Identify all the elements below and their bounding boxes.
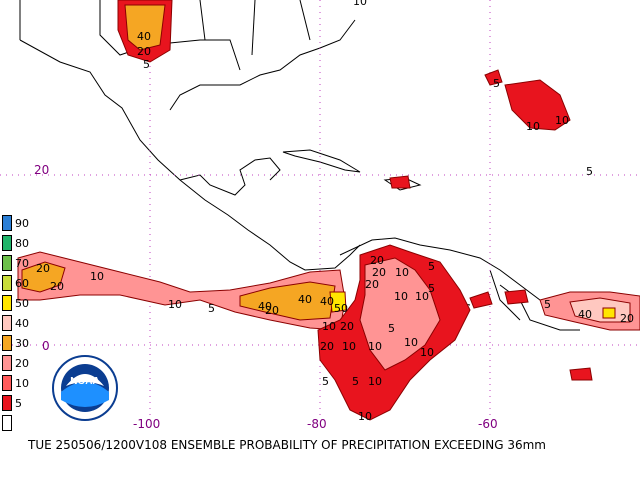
legend-value: 50: [15, 297, 29, 310]
contour-label: 20: [36, 262, 50, 275]
lat-label: 0: [42, 339, 50, 353]
legend-swatch: [2, 315, 12, 331]
band-atlantic-yellow: [602, 307, 616, 319]
contour-label: 20: [340, 320, 354, 333]
band-colombia-inner: [359, 257, 441, 371]
contour-label: 10: [526, 120, 540, 133]
legend-swatch: [2, 215, 12, 231]
legend-swatch: [2, 275, 12, 291]
band-central-core: [239, 281, 336, 321]
contour-label: 10: [342, 340, 356, 353]
contour-label: 10: [90, 270, 104, 283]
noaa-logo: NOAA: [52, 355, 118, 421]
contour-label: 10: [358, 410, 372, 423]
legend-value: 70: [15, 257, 29, 270]
contour-label: 5: [544, 298, 551, 311]
contour-label: 10: [415, 290, 429, 303]
band-north-texas-inner: [124, 4, 166, 51]
legend-value: 5: [15, 397, 22, 410]
contour-label: 5: [208, 302, 215, 315]
contour-label: 20: [265, 304, 279, 317]
contour-label: 5: [428, 260, 435, 273]
legend-swatch: [2, 415, 12, 431]
contour-label: 10: [368, 375, 382, 388]
contour-label: 40: [258, 300, 272, 313]
legend-value: 10: [15, 377, 29, 390]
axis-labels: -100 -80 -60 20 0: [34, 163, 498, 431]
legend-swatch: [2, 375, 12, 391]
contour-label: 5: [388, 322, 395, 335]
band-atlantic-north: [504, 79, 571, 131]
contour-label: 10: [395, 266, 409, 279]
band-west-pacific-core: [21, 261, 66, 293]
legend-value: 20: [15, 357, 29, 370]
band-caribbean-east2: [504, 289, 529, 305]
contour-label: 20: [372, 266, 386, 279]
legend-swatch: [2, 235, 12, 251]
contour-label: 10: [394, 290, 408, 303]
contour-label: 5: [493, 77, 500, 90]
band-central-yellow: [329, 291, 347, 313]
contour-label: 20: [620, 312, 634, 325]
contour-label: 50: [334, 302, 348, 315]
lon-label: -100: [133, 417, 160, 431]
logo-text: NOAA: [70, 376, 99, 387]
contour-label: 10: [420, 346, 434, 359]
contour-label: 10: [353, 0, 367, 8]
lon-label: -60: [478, 417, 498, 431]
legend-value: 60: [15, 277, 29, 290]
band-atlantic-north-small: [484, 69, 503, 86]
contour-label: 5: [586, 165, 593, 178]
legend-value: 90: [15, 217, 29, 230]
contour-label: 10: [404, 336, 418, 349]
legend-value: 80: [15, 237, 29, 250]
contour-label: 20: [365, 278, 379, 291]
legend-value: 30: [15, 337, 29, 350]
band-caribbean-east: [469, 291, 493, 309]
band-cuba-small: [389, 175, 411, 189]
lon-label: -80: [307, 417, 327, 431]
legend-swatch: [2, 355, 12, 371]
legend-swatch: [2, 295, 12, 311]
contour-label: 40: [578, 308, 592, 321]
map-caption: TUE 250506/1200V108 ENSEMBLE PROBABILITY…: [28, 438, 546, 452]
contour-label: 20: [320, 340, 334, 353]
contour-label: 10: [322, 320, 336, 333]
lat-label: 20: [34, 163, 49, 177]
contour-label: 10: [168, 298, 182, 311]
contour-label: 20: [137, 45, 151, 58]
contour-label: 5: [352, 375, 359, 388]
contour-labels: 40 20 5 10 5 20 20 10 10 5 40 20 40 40 5…: [36, 0, 634, 423]
legend-swatch: [2, 335, 12, 351]
band-east-pacific-small: [569, 367, 593, 381]
contour-label: 40: [320, 295, 334, 308]
contour-label: 5: [143, 58, 150, 71]
contour-label: 40: [137, 30, 151, 43]
contour-label: 10: [555, 114, 569, 127]
legend-swatch: [2, 395, 12, 411]
contour-label: 10: [368, 340, 382, 353]
graticule: [0, 0, 640, 420]
contour-label: 20: [50, 280, 64, 293]
legend-swatch: [2, 255, 12, 271]
contour-label: 40: [298, 293, 312, 306]
precip-bands: [17, 0, 640, 421]
contour-label: 20: [370, 254, 384, 267]
contour-label: 5: [322, 375, 329, 388]
legend-value: 40: [15, 317, 29, 330]
contour-label: 5: [428, 282, 435, 295]
